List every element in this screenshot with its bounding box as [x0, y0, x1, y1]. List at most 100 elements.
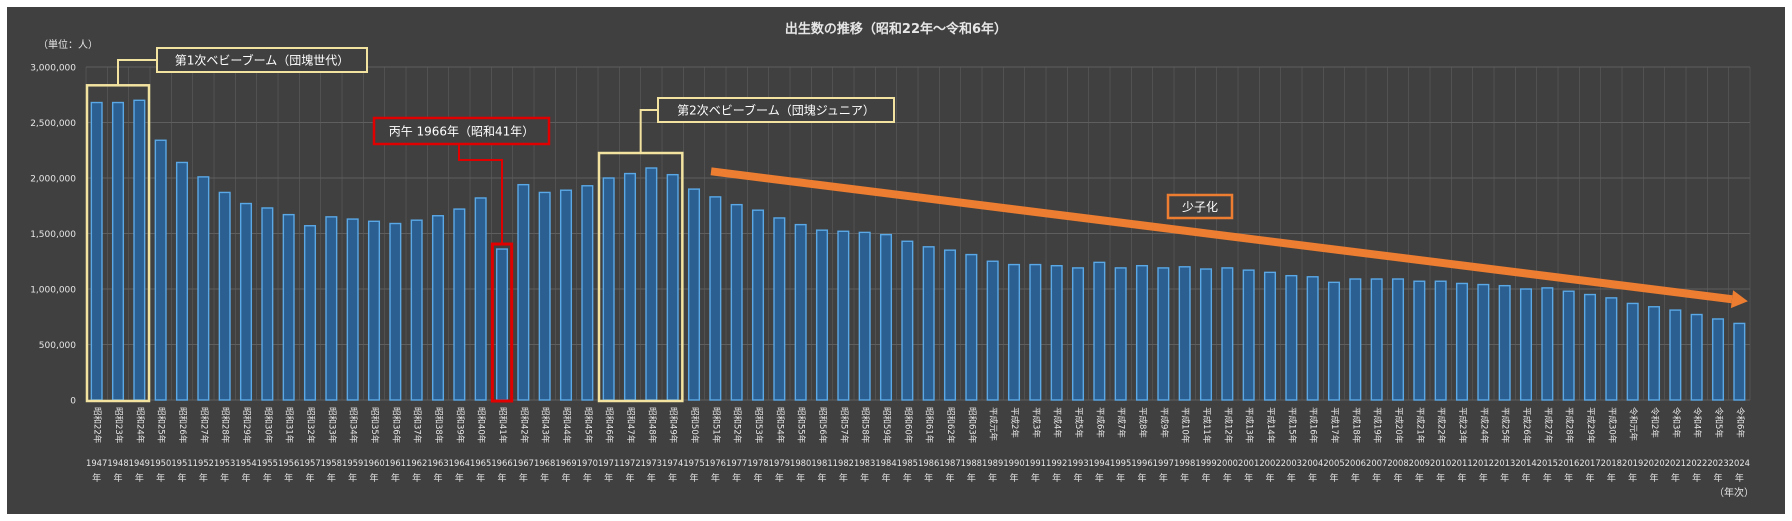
x-era-label: 平成28年: [1564, 407, 1575, 444]
x-era-label: 昭和54年: [774, 407, 785, 444]
x-era-label: 平成29年: [1585, 407, 1596, 444]
x-year-label: 1952: [193, 458, 214, 468]
boom1-connector: [117, 59, 157, 86]
x-year-suffix: 年: [1500, 472, 1509, 484]
x-year-label: 1948: [107, 458, 128, 468]
bar: [1370, 278, 1383, 401]
bar: [282, 213, 295, 401]
x-era-label: 昭和23年: [113, 407, 124, 444]
x-year-label: 1950: [150, 458, 171, 468]
boom1-label: 第1次ベビーブーム（団塊世代）: [175, 53, 350, 68]
x-year-label: 1957: [299, 458, 320, 468]
x-year-suffix: 年: [476, 472, 485, 484]
x-era-label: 昭和51年: [710, 407, 721, 444]
x-year-suffix: 年: [689, 472, 698, 484]
bar: [986, 260, 999, 401]
bar: [1135, 264, 1149, 401]
x-year-label: 1968: [534, 458, 555, 468]
bar: [602, 177, 615, 401]
annotations: 第1次ベビーブーム（団塊世代） 丙午 1966年（昭和41年） 第2次ベビーブーム（…: [85, 47, 1748, 403]
x-year-suffix: 年: [135, 472, 144, 484]
x-era-label: 平成11年: [1201, 407, 1212, 444]
bar: [1583, 293, 1597, 401]
x-year-suffix: 年: [1713, 472, 1722, 484]
x-year-suffix: 年: [1585, 472, 1594, 484]
x-year-suffix: 年: [1329, 472, 1338, 484]
x-year-suffix: 年: [1223, 472, 1232, 484]
x-year-label: 1989: [982, 458, 1003, 468]
x-year-suffix: 年: [796, 472, 805, 484]
bar: [1562, 290, 1575, 401]
y-axis-tick-labels: 0 500,000 1,000,000 1,500,000 2,000,000 2,500…: [30, 64, 76, 407]
x-year-label: 2008: [1387, 458, 1408, 468]
x-era-label: 昭和32年: [305, 407, 316, 444]
x-year-label: 2012: [1473, 458, 1494, 468]
y-tick-label: 500,000: [39, 341, 76, 351]
x-era-label: 平成元年: [988, 407, 999, 442]
bar: [666, 173, 679, 401]
x-era-label: 平成19年: [1372, 407, 1383, 444]
x-year-label: 2021: [1665, 458, 1686, 468]
bar: [261, 207, 274, 401]
x-era-label: 平成3年: [1030, 407, 1041, 438]
x-era-label: 平成6年: [1094, 407, 1105, 438]
x-year-suffix: 年: [1543, 472, 1552, 484]
x-year-label: 1966: [491, 458, 512, 468]
bar: [389, 222, 402, 401]
bar: [1007, 263, 1021, 401]
bar: [1391, 278, 1405, 401]
x-year-label: 1999: [1195, 458, 1216, 468]
y-tick-label: 3,000,000: [30, 64, 76, 74]
x-year-suffix: 年: [497, 472, 506, 484]
x-era-label: 昭和36年: [390, 407, 401, 444]
x-era-label: 平成8年: [1137, 407, 1148, 438]
bar: [687, 188, 701, 401]
x-year-suffix: 年: [1415, 472, 1424, 484]
x-era-label: 平成14年: [1265, 407, 1276, 444]
x-year-suffix: 年: [1095, 472, 1104, 484]
x-era-label: 昭和46年: [604, 407, 615, 444]
bar: [645, 167, 658, 401]
x-era-label: 平成2年: [1009, 407, 1020, 438]
x-era-label: 令和元年: [1628, 407, 1639, 442]
bar: [1733, 322, 1746, 401]
bar: [1413, 280, 1426, 401]
x-era-label: 昭和33年: [326, 407, 337, 444]
x-year-suffix: 年: [412, 472, 421, 484]
x-year-suffix: 年: [583, 472, 592, 484]
x-year-label: 1969: [555, 458, 576, 468]
x-year-label: 1958: [321, 458, 342, 468]
x-era-label: 昭和42年: [518, 407, 529, 444]
x-era-label: 昭和45年: [582, 407, 593, 444]
x-year-suffix: 年: [1009, 472, 1018, 484]
x-year-suffix: 年: [1308, 472, 1317, 484]
x-era-label: 平成20年: [1393, 407, 1404, 444]
y-tick-label: 1,500,000: [30, 230, 76, 240]
x-year-label: 1955: [257, 458, 278, 468]
x-year-label: 2010: [1430, 458, 1451, 468]
x-era-label: 昭和44年: [561, 407, 572, 444]
x-year-suffix: 年: [903, 472, 912, 484]
x-year-suffix: 年: [1521, 472, 1530, 484]
x-year-label: 1984: [875, 458, 896, 468]
x-era-label: 昭和55年: [796, 407, 807, 444]
x-year-label: 1965: [470, 458, 491, 468]
bar: [303, 225, 317, 401]
x-era-label: 令和3年: [1670, 407, 1681, 438]
x-year-suffix: 年: [711, 472, 720, 484]
x-era-label: 令和2年: [1649, 407, 1660, 438]
x-year-label: 2020: [1643, 458, 1664, 468]
x-year-label: 2006: [1345, 458, 1366, 468]
x-era-label: 昭和24年: [134, 407, 145, 444]
bar: [325, 216, 338, 401]
x-year-label: 1976: [705, 458, 726, 468]
bar: [1178, 266, 1191, 401]
x-year-label: 1983: [854, 458, 875, 468]
x-year-suffix: 年: [540, 472, 549, 484]
bar: [1263, 271, 1277, 401]
x-year-suffix: 年: [988, 472, 997, 484]
x-year-suffix: 年: [177, 472, 186, 484]
x-year-label: 1967: [513, 458, 534, 468]
bar: [773, 217, 786, 401]
x-year-suffix: 年: [220, 472, 229, 484]
